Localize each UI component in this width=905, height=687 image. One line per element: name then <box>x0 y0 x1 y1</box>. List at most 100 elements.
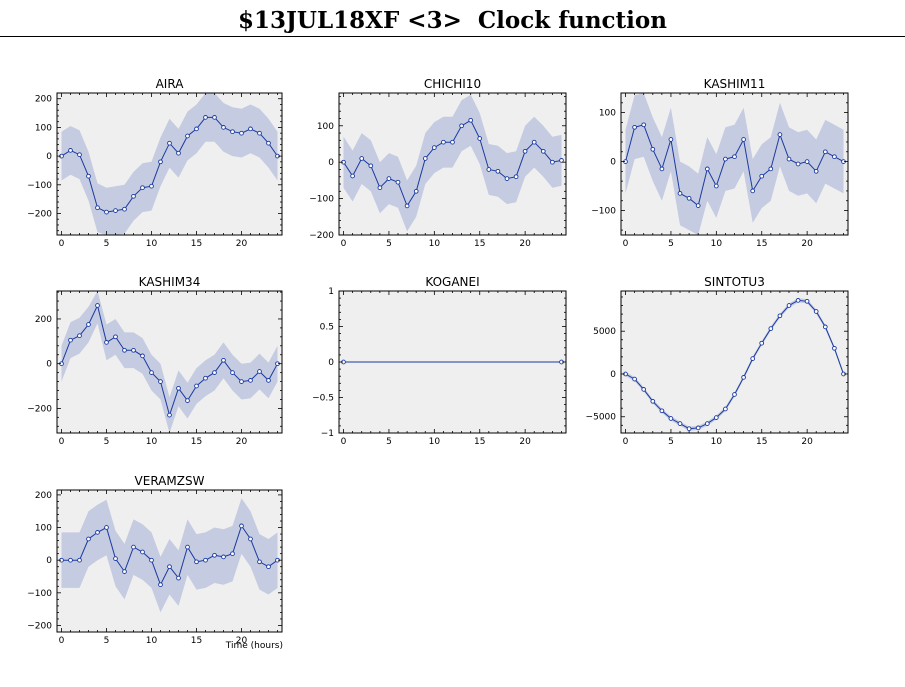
data-point <box>158 582 163 588</box>
y-tick-label: 0 <box>46 360 52 370</box>
data-point <box>95 205 100 211</box>
x-tick-label: 20 <box>519 239 531 249</box>
uncertainty-band <box>625 93 844 235</box>
data-point <box>804 159 810 164</box>
data-point <box>441 139 446 145</box>
y-tick-label: 100 <box>35 524 52 534</box>
uncertainty-band <box>61 291 278 433</box>
x-tick-label: 5 <box>668 239 674 249</box>
plot-background <box>621 291 848 433</box>
data-point <box>239 523 244 529</box>
x-tick-label: 0 <box>623 239 629 249</box>
data-point <box>248 536 253 542</box>
data-point <box>759 340 765 346</box>
data-point <box>230 129 235 135</box>
x-tick-label: 10 <box>146 239 158 249</box>
x-tick-label: 0 <box>341 239 347 249</box>
data-point <box>122 347 127 353</box>
data-point <box>632 124 637 130</box>
chart-title: KOGANEI <box>425 275 479 289</box>
x-tick-label: 15 <box>474 437 485 447</box>
chart-kashim34: 0 5 10 15 20 −200 0 200 KASHIM34 <box>27 275 283 447</box>
data-point <box>395 179 401 185</box>
y-tick-label: −1 <box>321 429 334 439</box>
data-point <box>248 126 253 132</box>
chart-title: CHICHI10 <box>424 77 481 91</box>
y-tick-label: 100 <box>317 122 334 132</box>
data-point <box>239 130 244 136</box>
data-point <box>239 379 244 384</box>
data-point <box>131 347 136 353</box>
data-point <box>550 159 555 165</box>
y-tick-label: −100 <box>309 195 334 205</box>
data-point <box>248 378 253 383</box>
title-rule <box>0 36 905 37</box>
x-tick-label: 0 <box>59 636 65 646</box>
data-point <box>768 166 774 172</box>
data-point <box>194 383 199 389</box>
data-point <box>266 564 271 570</box>
x-tick-label: 15 <box>191 437 202 447</box>
data-point <box>704 421 710 426</box>
data-point <box>176 575 181 581</box>
data-point <box>659 408 665 414</box>
data-point <box>531 139 537 145</box>
chart-title: KASHIM11 <box>704 77 766 91</box>
chart-kashim11: 0 5 10 15 20 −100 0 100 KASHIM11 <box>591 77 849 249</box>
data-point <box>540 148 546 154</box>
data-point <box>777 132 783 137</box>
data-point <box>677 191 683 196</box>
x-tick-label: 20 <box>236 437 248 447</box>
data-point <box>832 345 837 351</box>
x-tick-label: 10 <box>711 437 723 447</box>
data-point <box>559 158 564 163</box>
data-point <box>486 167 492 172</box>
data-point <box>359 156 365 161</box>
data-point <box>113 208 118 213</box>
data-point <box>266 378 271 383</box>
data-point <box>495 168 501 174</box>
x-tick-label: 10 <box>429 437 441 447</box>
data-point <box>257 130 262 136</box>
data-point <box>650 146 656 152</box>
x-tick-label: 5 <box>104 239 110 249</box>
data-point <box>203 557 208 563</box>
data-point <box>176 150 181 156</box>
data-point <box>185 398 190 403</box>
data-point <box>732 154 737 160</box>
data-point <box>404 203 410 209</box>
data-point <box>140 353 145 359</box>
data-point <box>140 549 145 555</box>
data-point <box>230 551 235 557</box>
data-point <box>194 126 199 132</box>
y-tick-label: 0 <box>328 158 334 168</box>
x-tick-label: 0 <box>59 239 65 249</box>
data-point <box>68 148 73 153</box>
data-point <box>149 370 154 375</box>
x-tick-label: 0 <box>59 437 65 447</box>
chart-title: SINTOTU3 <box>704 275 765 289</box>
data-point <box>659 166 665 172</box>
data-point <box>677 421 683 426</box>
x-tick-label: 15 <box>756 239 767 249</box>
x-tick-label: 10 <box>429 239 441 249</box>
data-point <box>504 176 510 181</box>
data-point <box>641 387 647 392</box>
data-point <box>723 406 728 412</box>
y-tick-label: 100 <box>35 123 52 133</box>
data-point <box>257 559 262 565</box>
data-point <box>131 193 136 199</box>
data-point <box>813 168 819 174</box>
data-point <box>68 557 73 563</box>
x-tick-label: 10 <box>711 239 723 249</box>
data-point <box>822 149 828 155</box>
y-tick-label: −200 <box>27 209 52 219</box>
y-tick-label: −200 <box>27 404 52 414</box>
data-point <box>759 173 765 179</box>
data-point <box>95 303 100 308</box>
x-tick-label: 10 <box>146 636 158 646</box>
data-point <box>203 375 208 381</box>
y-tick-label: 0 <box>328 358 334 368</box>
data-point <box>522 148 528 154</box>
data-point <box>158 159 163 165</box>
